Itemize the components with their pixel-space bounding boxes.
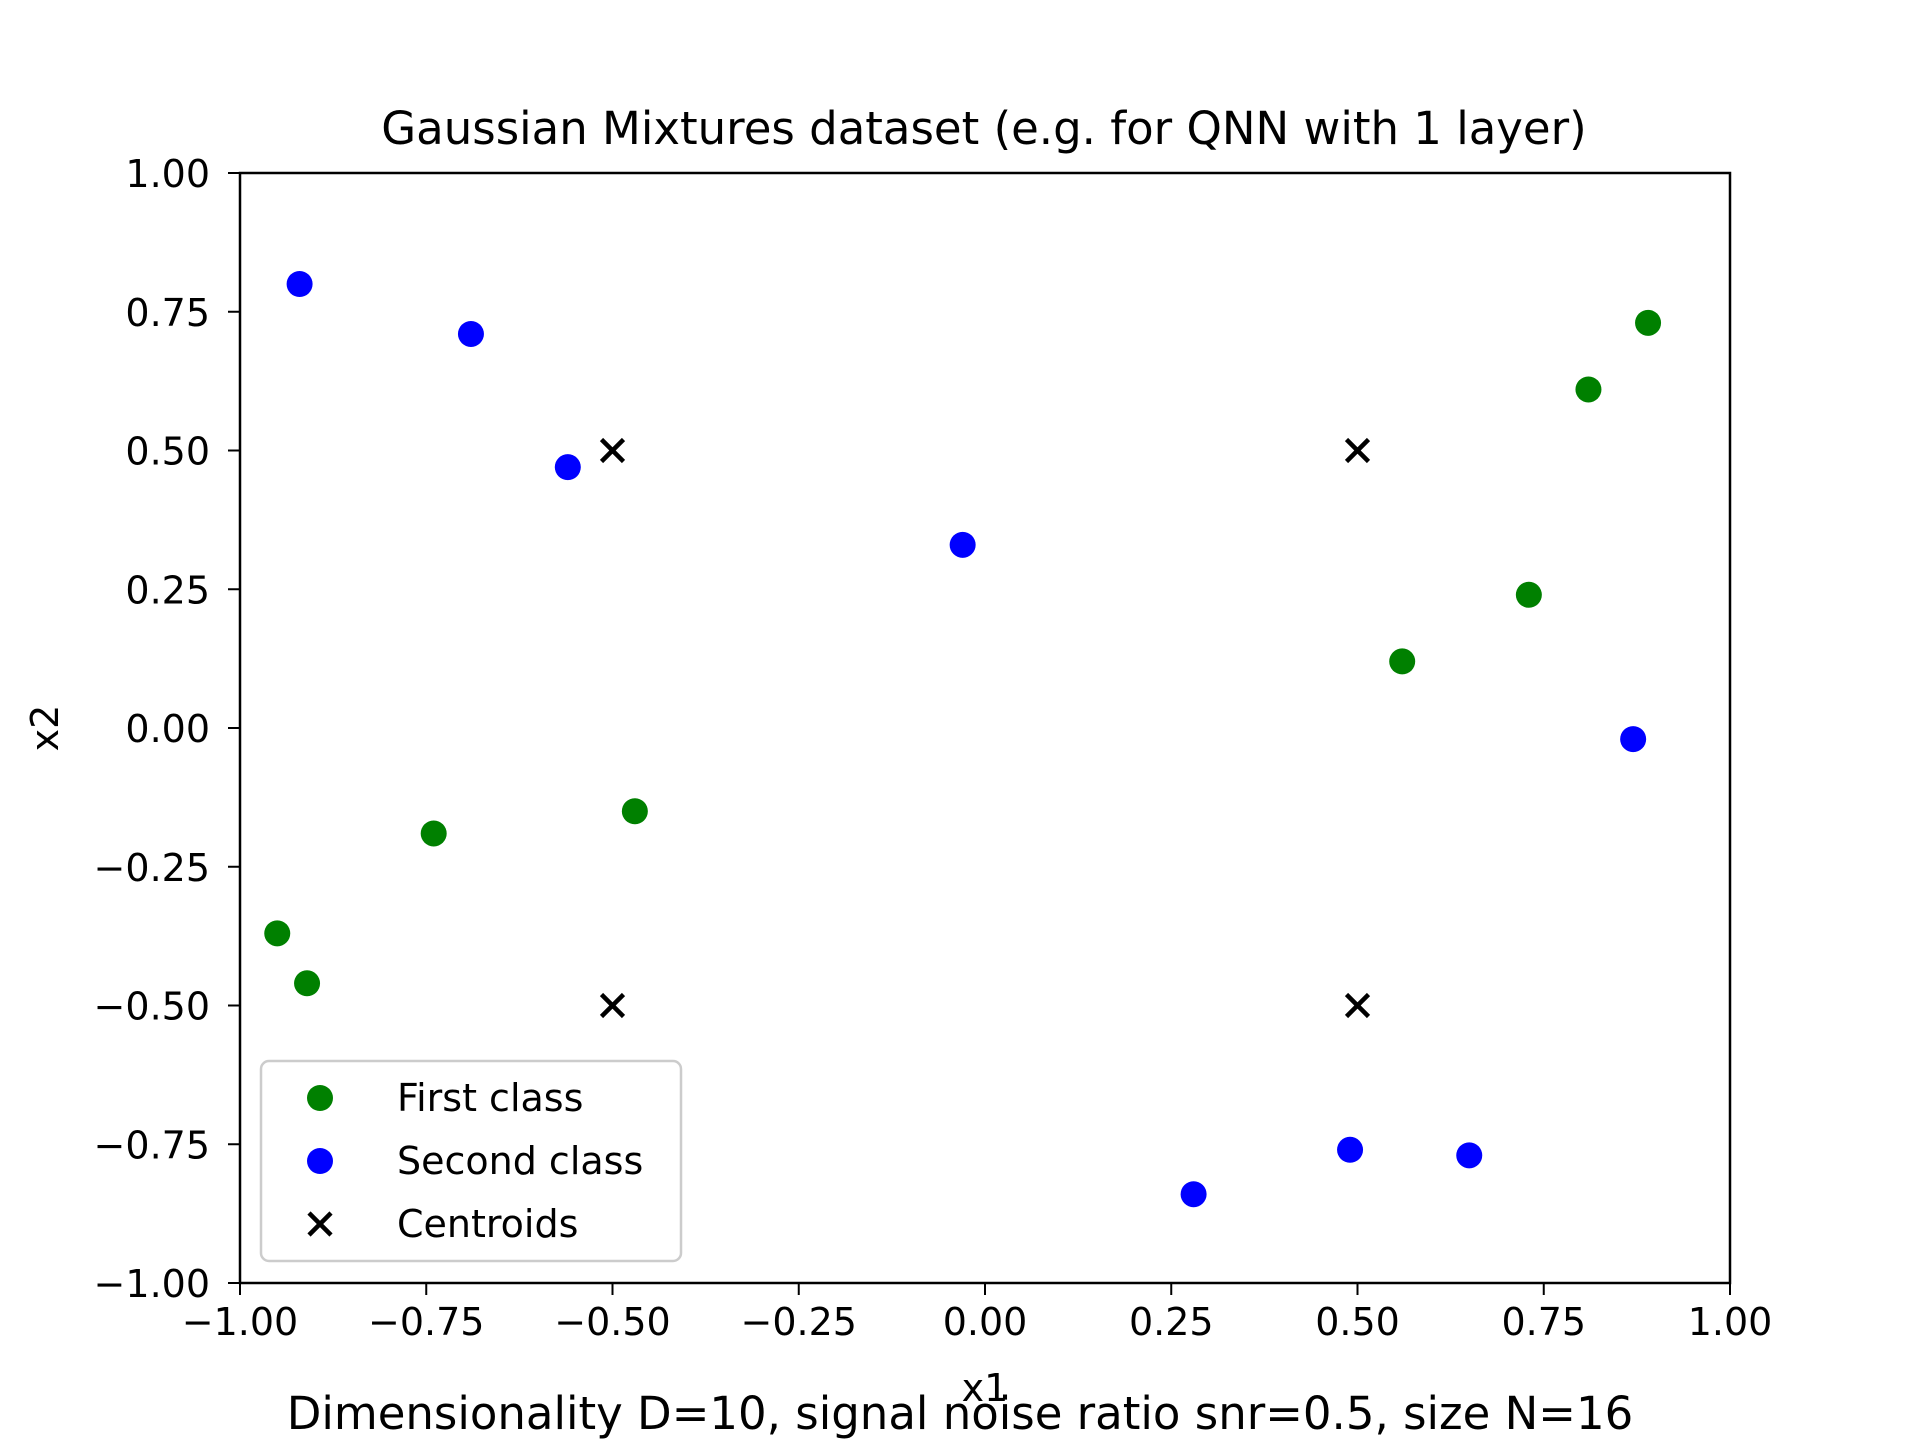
x-axis-label: x1 [962,1366,1009,1410]
first-class-point [294,970,321,997]
x-tick-label: −0.75 [368,1300,484,1344]
x-tick-label: 0.50 [1315,1300,1400,1344]
legend-centroids-marker [307,1211,333,1237]
y-tick-label: 0.50 [125,430,210,474]
centroids-point-stroke-b [599,992,626,1019]
y-axis-ticks: −1.00 −0.75 −0.50 −0.25 0.00 0.25 0.50 0.75 1.00 [94,152,240,1306]
first-class-point [1635,309,1662,336]
first-class-point [1389,648,1416,675]
y-tick-label: −1.00 [94,1262,210,1306]
second-class-point [1337,1136,1364,1163]
chart-title: Gaussian Mixtures dataset (e.g. for QNN … [381,102,1586,155]
x-tick-label: 0.25 [1129,1300,1214,1344]
legend-marker-stroke-b [307,1211,333,1237]
centroids-point-stroke-b [599,437,626,464]
x-tick-label: −0.50 [554,1300,670,1344]
first-class-point [1575,376,1602,403]
y-tick-label: −0.50 [94,985,210,1029]
first-class-point [1515,581,1542,608]
second-class-point [554,454,581,481]
y-tick-label: 0.25 [125,568,210,612]
centroids-point [599,437,626,464]
x-tick-label: −0.25 [741,1300,857,1344]
x-tick-label: 0.75 [1501,1300,1586,1344]
x-axis-ticks: −1.00 −0.75 −0.50 −0.25 0.00 0.25 0.50 0.75 1.00 [182,1283,1773,1344]
y-tick-label: 0.00 [125,707,210,751]
y-tick-label: −0.75 [94,1123,210,1167]
plot-frame [238,171,1732,1285]
legend-box [259,1059,683,1263]
second-class-point [457,320,484,347]
legend-second-class-label: Second class [397,1139,643,1183]
first-class-point [264,920,291,947]
legend-centroids-label: Centroids [397,1202,578,1246]
second-class-point [949,531,976,558]
x-tick-label: −1.00 [182,1300,298,1344]
centroids-point [599,992,626,1019]
chart-caption: Dimensionality D=10, signal noise ratio … [287,1387,1634,1440]
second-class-point [286,271,313,297]
centroids-point-stroke-b [1344,992,1371,1019]
centroids-point [1344,992,1371,1019]
second-class-point [1620,726,1647,753]
centroids-point-stroke-b [1344,437,1371,464]
second-class-point [1456,1142,1483,1169]
first-class-point [621,798,648,825]
legend: First class Second class Centroids [259,1059,683,1263]
centroids-point [1344,437,1371,464]
x-tick-label: 1.00 [1688,1300,1773,1344]
x-tick-label: 0.00 [943,1300,1028,1344]
y-tick-label: 1.00 [125,152,210,196]
legend-first-class-marker [307,1085,333,1111]
legend-second-class-marker [307,1148,333,1174]
first-class-point [420,820,447,847]
y-tick-label: 0.75 [125,291,210,335]
legend-first-class-label: First class [397,1076,583,1120]
second-class-point [1180,1181,1207,1208]
data-points [264,271,1662,1208]
y-axis-label: x2 [23,705,67,752]
y-tick-label: −0.25 [94,846,210,890]
